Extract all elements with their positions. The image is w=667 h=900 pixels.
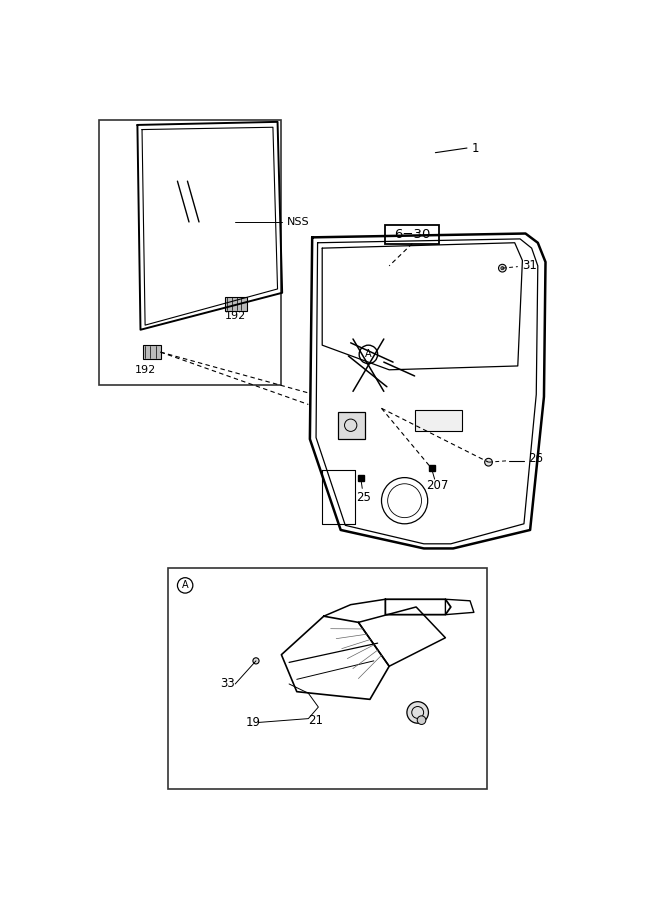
- Text: 21: 21: [308, 714, 323, 726]
- Circle shape: [407, 702, 428, 724]
- Text: 31: 31: [522, 259, 538, 273]
- Text: 207: 207: [426, 479, 448, 491]
- Circle shape: [418, 716, 426, 724]
- Circle shape: [253, 658, 259, 664]
- Circle shape: [501, 266, 504, 270]
- Text: 6−30: 6−30: [394, 228, 430, 241]
- Bar: [225, 297, 247, 310]
- Text: NSS: NSS: [287, 217, 309, 227]
- Text: 33: 33: [220, 678, 235, 690]
- Bar: [338, 412, 365, 439]
- Text: A: A: [365, 349, 372, 359]
- Bar: [99, 120, 281, 385]
- Circle shape: [498, 265, 506, 272]
- Bar: [415, 410, 462, 431]
- Text: 192: 192: [135, 364, 156, 374]
- Text: 192: 192: [224, 310, 245, 321]
- Text: A: A: [182, 580, 189, 590]
- Text: 1: 1: [472, 141, 479, 155]
- Bar: [143, 346, 161, 359]
- Bar: [386, 225, 440, 244]
- Text: 25: 25: [356, 491, 371, 504]
- Circle shape: [485, 458, 492, 466]
- Text: 19: 19: [245, 716, 260, 729]
- Text: 26: 26: [528, 452, 544, 464]
- Bar: [168, 569, 487, 789]
